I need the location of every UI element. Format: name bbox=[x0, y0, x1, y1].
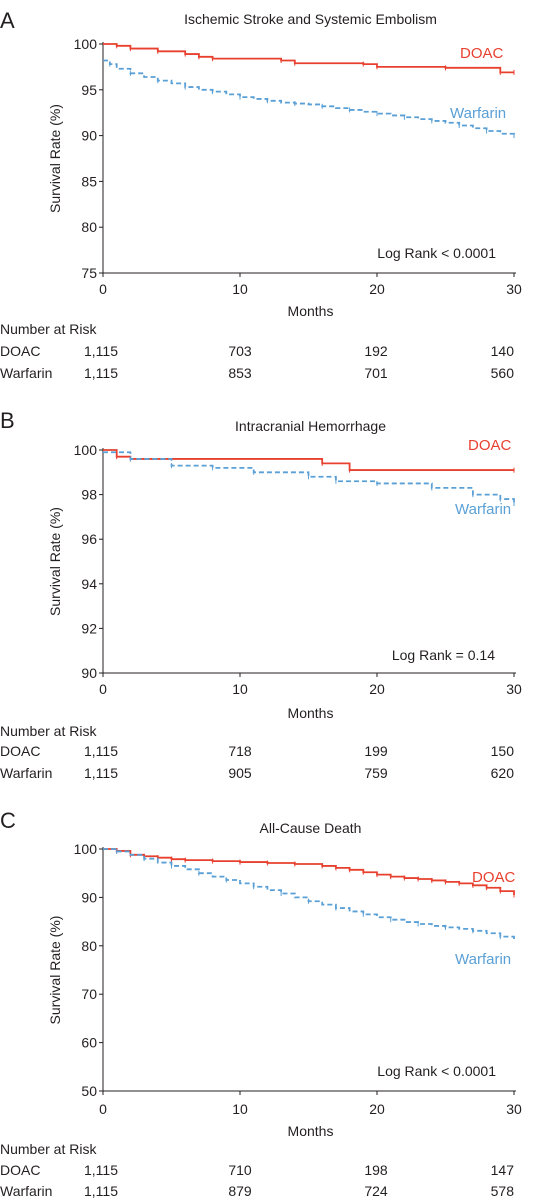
risk-value: 905 bbox=[228, 765, 252, 781]
y-tick-label: 75 bbox=[81, 265, 97, 281]
x-tick-label: 0 bbox=[99, 281, 107, 297]
risk-row-label: Warfarin bbox=[0, 365, 52, 381]
series-line-doac bbox=[103, 449, 514, 471]
y-tick-label: 85 bbox=[81, 173, 97, 189]
risk-value: 710 bbox=[228, 1162, 252, 1178]
series-label: DOAC bbox=[460, 45, 504, 62]
series-line-doac bbox=[103, 43, 514, 74]
y-tick-label: 95 bbox=[81, 82, 97, 98]
chart-title: All-Cause Death bbox=[260, 820, 362, 836]
panel-letter: B bbox=[0, 408, 15, 433]
y-tick-label: 100 bbox=[74, 841, 98, 857]
series-line-warfarin bbox=[103, 59, 515, 136]
risk-table-header: Number at Risk bbox=[0, 723, 97, 739]
risk-value: 1,115 bbox=[84, 743, 118, 759]
risk-value: 150 bbox=[491, 743, 515, 759]
risk-value: 140 bbox=[491, 343, 515, 359]
risk-value: 1,115 bbox=[84, 1162, 118, 1178]
x-tick-label: 20 bbox=[369, 681, 385, 697]
y-tick-label: 98 bbox=[81, 487, 97, 503]
risk-value: 199 bbox=[364, 743, 388, 759]
y-tick-label: 94 bbox=[81, 576, 97, 592]
y-tick-label: 100 bbox=[74, 442, 98, 458]
x-tick-label: 20 bbox=[369, 281, 385, 297]
series-label: DOAC bbox=[468, 437, 512, 454]
series-line-doac bbox=[103, 848, 515, 895]
y-tick-label: 90 bbox=[81, 889, 97, 905]
y-tick-label: 96 bbox=[81, 531, 97, 547]
risk-row-label: Warfarin bbox=[0, 1183, 52, 1199]
risk-value: 578 bbox=[491, 1183, 515, 1199]
chart-title: Intracranial Hemorrhage bbox=[235, 418, 386, 434]
x-axis-label: Months bbox=[288, 303, 334, 319]
series-label: Warfarin bbox=[455, 501, 511, 518]
risk-value: 1,115 bbox=[84, 365, 118, 381]
risk-value: 198 bbox=[364, 1162, 388, 1178]
risk-value: 620 bbox=[491, 765, 515, 781]
x-tick-label: 10 bbox=[232, 1101, 248, 1117]
risk-value: 759 bbox=[364, 765, 388, 781]
y-tick-label: 90 bbox=[81, 128, 97, 144]
risk-row-label: DOAC bbox=[0, 1162, 40, 1178]
panel-letter: A bbox=[0, 8, 15, 33]
x-axis-label: Months bbox=[288, 1123, 334, 1139]
series-label: Warfarin bbox=[450, 105, 506, 122]
x-tick-label: 0 bbox=[99, 1101, 107, 1117]
x-axis-label: Months bbox=[288, 705, 334, 721]
risk-value: 560 bbox=[491, 365, 515, 381]
x-tick-label: 20 bbox=[369, 1101, 385, 1117]
y-tick-label: 90 bbox=[81, 665, 97, 681]
risk-value: 879 bbox=[228, 1183, 252, 1199]
series-line-warfarin bbox=[103, 848, 515, 941]
risk-value: 724 bbox=[364, 1183, 388, 1199]
log-rank-annotation: Log Rank < 0.0001 bbox=[377, 1063, 496, 1079]
log-rank-annotation: Log Rank = 0.14 bbox=[392, 647, 495, 663]
risk-value: 703 bbox=[228, 343, 252, 359]
risk-value: 853 bbox=[228, 365, 252, 381]
y-axis-label: Survival Rate (%) bbox=[47, 104, 63, 213]
risk-row-label: DOAC bbox=[0, 743, 40, 759]
y-tick-label: 70 bbox=[81, 986, 97, 1002]
y-tick-label: 100 bbox=[74, 36, 98, 52]
risk-value: 1,115 bbox=[84, 765, 118, 781]
y-tick-label: 50 bbox=[81, 1083, 97, 1099]
x-tick-label: 10 bbox=[232, 681, 248, 697]
x-tick-label: 10 bbox=[232, 281, 248, 297]
risk-value: 1,115 bbox=[84, 1183, 118, 1199]
x-tick-label: 30 bbox=[506, 281, 522, 297]
chart-title: Ischemic Stroke and Systemic Embolism bbox=[184, 11, 437, 27]
y-tick-label: 80 bbox=[81, 219, 97, 235]
risk-row-label: DOAC bbox=[0, 343, 40, 359]
series-line-warfarin bbox=[103, 451, 515, 504]
risk-value: 1,115 bbox=[84, 343, 118, 359]
risk-value: 192 bbox=[364, 343, 388, 359]
x-tick-label: 30 bbox=[506, 1101, 522, 1117]
y-axis-label: Survival Rate (%) bbox=[47, 916, 63, 1025]
panel-letter: C bbox=[0, 808, 16, 833]
y-axis-label: Survival Rate (%) bbox=[47, 507, 63, 616]
risk-value: 701 bbox=[364, 365, 388, 381]
x-tick-label: 30 bbox=[506, 681, 522, 697]
y-tick-label: 60 bbox=[81, 1035, 97, 1051]
risk-table-header: Number at Risk bbox=[0, 1141, 97, 1157]
risk-row-label: Warfarin bbox=[0, 765, 52, 781]
series-label: DOAC bbox=[472, 869, 516, 886]
y-tick-label: 92 bbox=[81, 620, 97, 636]
risk-table-header: Number at Risk bbox=[0, 321, 97, 337]
x-tick-label: 0 bbox=[99, 681, 107, 697]
y-tick-label: 80 bbox=[81, 938, 97, 954]
risk-value: 718 bbox=[228, 743, 252, 759]
risk-value: 147 bbox=[491, 1162, 515, 1178]
log-rank-annotation: Log Rank < 0.0001 bbox=[377, 245, 496, 261]
series-label: Warfarin bbox=[455, 951, 511, 968]
